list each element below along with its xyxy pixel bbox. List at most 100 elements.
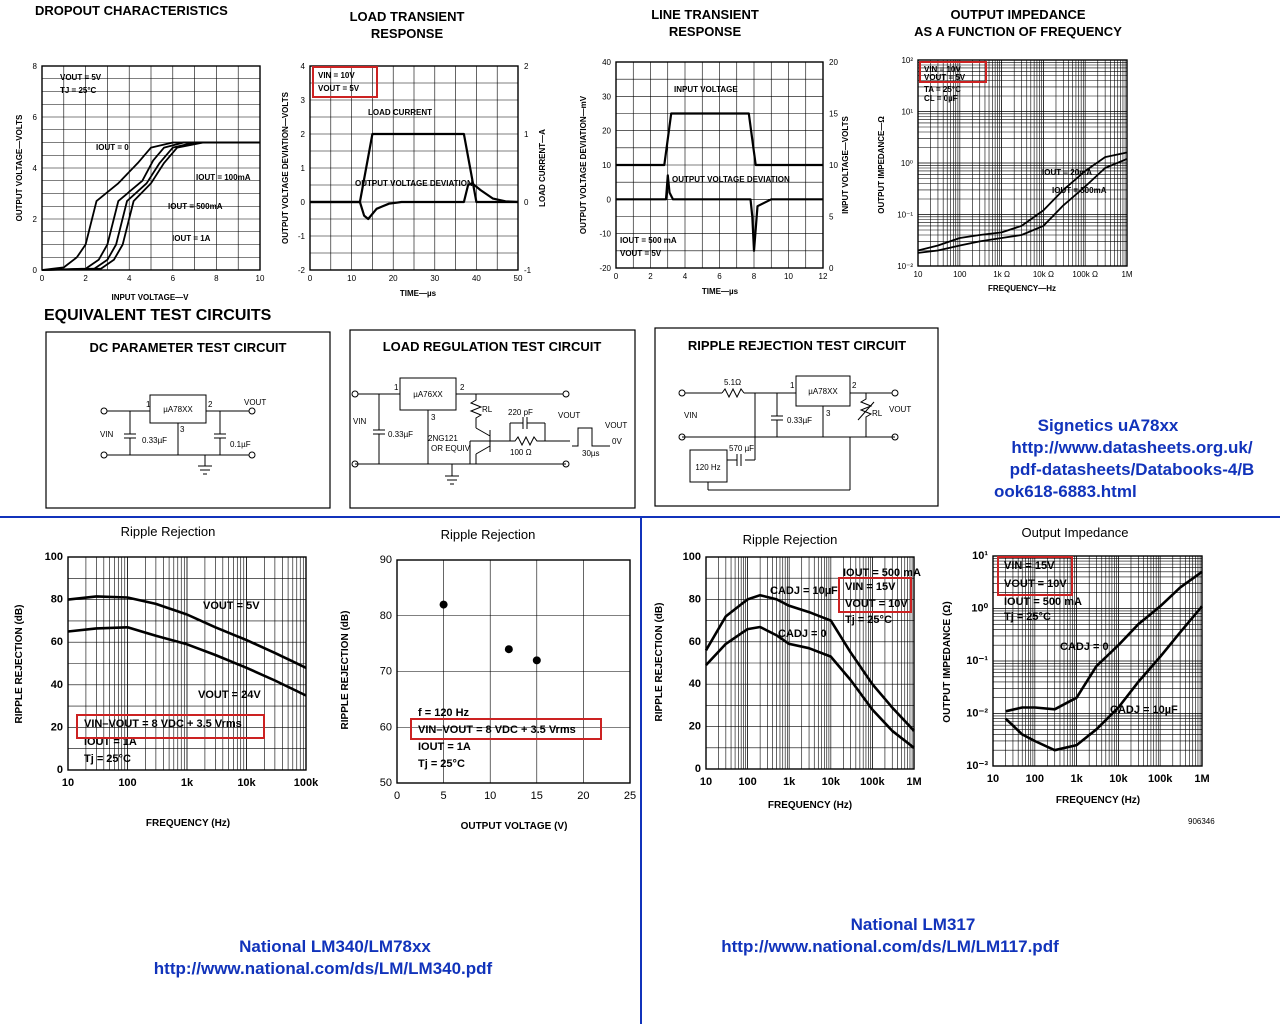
line-transient-title-2: RESPONSE xyxy=(669,24,742,39)
data-point xyxy=(439,600,448,609)
y-tick-label: -10 xyxy=(599,230,611,239)
data-point xyxy=(532,656,541,665)
load-transistor-1: 2NG121 xyxy=(428,434,458,443)
x-axis-label: TIME—µs xyxy=(702,287,739,296)
x-tick-label: 4 xyxy=(683,272,688,281)
x-tick-label: 10k xyxy=(1109,773,1128,785)
y2-tick-label: -1 xyxy=(524,266,532,275)
y-tick-label: 4 xyxy=(33,164,38,173)
line-transient-title: LINE TRANSIENT xyxy=(651,7,759,22)
lm340-source-name: National LM340/LM78xx xyxy=(239,937,431,956)
x-tick-label: 2 xyxy=(83,274,88,283)
x-tick-label: 100k xyxy=(294,777,319,789)
series-line xyxy=(917,158,1128,254)
x-axis-label: FREQUENCY—Hz xyxy=(988,284,1056,293)
condition-label: VIN = 10V xyxy=(924,65,961,74)
x-tick-label: 25 xyxy=(624,790,636,802)
dc-cout: 0.1µF xyxy=(230,440,251,449)
impedance-title-2: AS A FUNCTION OF FREQUENCY xyxy=(914,24,1122,39)
y-axis-label: OUTPUT VOLTAGE—VOLTS xyxy=(15,114,24,221)
x-tick-label: 40 xyxy=(472,274,481,283)
load-transistor-2: OR EQUIV xyxy=(431,444,471,453)
ripple-pin3: 3 xyxy=(826,409,831,418)
x-tick-label: 10 xyxy=(347,274,356,283)
y-tick-label: 0 xyxy=(57,764,63,776)
series-label: IOUT = 0 xyxy=(96,143,129,152)
x-tick-label: 0 xyxy=(308,274,313,283)
highlight-box xyxy=(312,66,378,98)
x-tick-label: 10 xyxy=(62,777,74,789)
y-tick-label: 3 xyxy=(301,96,306,105)
x-tick-label: 10k xyxy=(237,777,256,789)
series-label: IOUT = 100mA xyxy=(196,173,251,182)
y2-tick-label: 10 xyxy=(829,161,838,170)
series-line xyxy=(310,182,519,221)
y-tick-label: 100 xyxy=(45,551,63,563)
lm317-source-name: National LM317 xyxy=(851,915,976,934)
load-transient-title: LOAD TRANSIENT xyxy=(350,9,465,24)
series-label: CADJ = 0 xyxy=(1060,641,1109,653)
lm340-url[interactable]: http://www.national.com/ds/LM/LM340.pdf xyxy=(154,959,493,978)
signetics-url-line-2[interactable]: pdf-datasheets/Databooks-4/B xyxy=(1010,460,1255,479)
y-tick-label: 100 xyxy=(683,551,701,563)
x-tick-label: 6 xyxy=(171,274,176,283)
x-tick-label: 0 xyxy=(614,272,619,281)
series-label: CADJ = 10µF xyxy=(1110,704,1178,716)
y2-tick-label: 15 xyxy=(829,110,838,119)
y-tick-label: 4 xyxy=(301,62,306,71)
load-cap: 220 pF xyxy=(508,408,533,417)
condition-label: Tj = 25°C xyxy=(1004,611,1051,623)
x-tick-label: 10k Ω xyxy=(1033,270,1054,279)
condition-label: Tj = 25°C xyxy=(84,753,131,765)
y-tick-label: 80 xyxy=(380,610,392,622)
x-tick-label: 4 xyxy=(127,274,132,283)
condition-label: IOUT = 500 mA xyxy=(843,567,921,579)
y-tick-label: 50 xyxy=(380,777,392,789)
y2-tick-label: 0 xyxy=(524,198,529,207)
x-tick-label: 8 xyxy=(214,274,219,283)
y-tick-label: 2 xyxy=(301,130,306,139)
ripple-vout: VOUT xyxy=(889,405,911,414)
series-line xyxy=(41,141,260,271)
ripple-pin2: 2 xyxy=(852,381,857,390)
condition-label: VIN = 15V xyxy=(1004,560,1055,572)
x-tick-label: 100k xyxy=(1148,773,1173,785)
y-tick-label: 0 xyxy=(33,266,38,275)
condition-label: VOUT = 5V xyxy=(318,84,360,93)
condition-label: Tj = 25°C xyxy=(845,614,892,626)
series-line xyxy=(1005,570,1203,713)
x-axis-label: INPUT VOLTAGE—V xyxy=(111,293,189,302)
condition-label: VIN–VOUT = 8 VDC + 3.5 Vrms xyxy=(84,718,242,730)
condition-label: VOUT = 5V xyxy=(620,249,662,258)
grid-lines xyxy=(992,555,1203,767)
y2-tick-label: 1 xyxy=(524,130,529,139)
signetics-url-line-1[interactable]: http://www.datasheets.org.uk/ xyxy=(1011,438,1252,457)
grid-lines xyxy=(705,557,915,769)
x-tick-label: 1k xyxy=(1070,773,1083,785)
series-line xyxy=(616,174,823,252)
line-transient-chart: 0 2 4 6 8 10 12 -20 -10 0 10 20 30 40 0 5 10 15 20 TIME—µs O… xyxy=(579,58,850,296)
x-axis-label: OUTPUT VOLTAGE (V) xyxy=(461,821,568,832)
load-vout: VOUT xyxy=(558,411,580,420)
lm317-url[interactable]: http://www.national.com/ds/LM/LM117.pdf xyxy=(721,937,1059,956)
ripple-circuit-title: RIPPLE REJECTION TEST CIRCUIT xyxy=(688,338,906,353)
x-tick-label: 100 xyxy=(1026,773,1044,785)
x-tick-label: 100 xyxy=(118,777,136,789)
y-tick-label: 10⁻¹ xyxy=(897,211,913,220)
highlight-box xyxy=(997,556,1073,596)
highlight-box xyxy=(76,714,265,739)
x-tick-label: 1M xyxy=(1194,773,1209,785)
ripple-pin1: 1 xyxy=(790,381,795,390)
ripple-rejection-frequency-chart-lm340: 10 100 1k 10k 100k 0 20 40 60 80 100 FREQUENCY (Hz)… xyxy=(14,524,319,829)
y-tick-label: -20 xyxy=(599,264,611,273)
signetics-source-name: Signetics uA78xx xyxy=(1038,416,1179,435)
signetics-url-line-3[interactable]: ook618-6883.html xyxy=(994,482,1137,501)
y-tick-label: 10⁰ xyxy=(901,159,913,168)
y-tick-label: 10⁻¹ xyxy=(966,655,988,667)
x-tick-label: 10 xyxy=(914,270,923,279)
load-circuit-title: LOAD REGULATION TEST CIRCUIT xyxy=(383,339,602,354)
series-label: IOUT = 500mA xyxy=(1052,186,1107,195)
x-tick-label: 10 xyxy=(784,272,793,281)
data-point xyxy=(504,645,513,654)
y-tick-label: 60 xyxy=(380,721,392,733)
